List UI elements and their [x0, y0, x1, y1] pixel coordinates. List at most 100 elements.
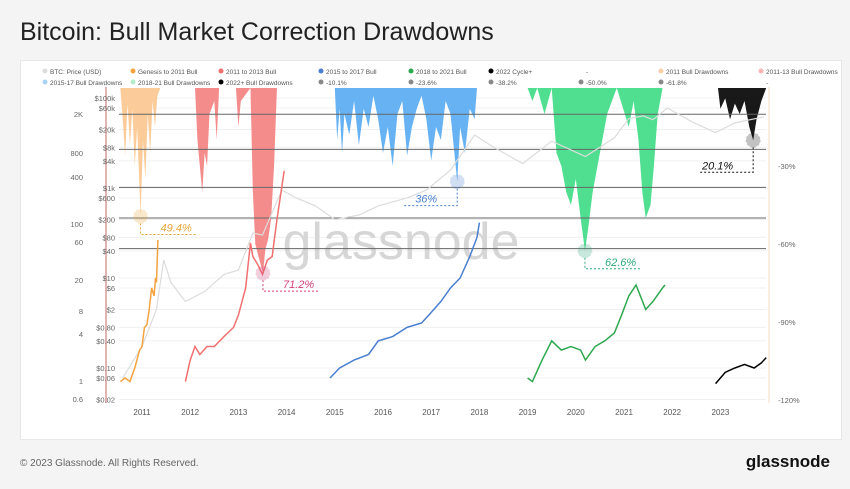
y-price-tick-label: $8k — [103, 143, 115, 152]
legend-swatch — [758, 68, 764, 74]
x-tick-label: 2012 — [181, 408, 199, 417]
drawdown-marker — [255, 265, 271, 281]
legend-item: -50.0% — [586, 80, 607, 87]
legend-item: Genesis to 2011 Bull — [138, 69, 198, 76]
bull-line-2018-to-2021-bull — [527, 283, 666, 383]
legend-item: 2022+ Bull Drawdowns — [226, 80, 293, 87]
drawdown-area-2018-21-bull-drawdowns — [527, 88, 663, 251]
y-outer-tick-label: 2K — [74, 110, 83, 119]
drawdown-marker — [745, 132, 761, 148]
bull-line-2022-cycle- — [715, 357, 767, 385]
x-tick-label: 2016 — [374, 408, 392, 417]
drawdown-area-2015-17-bull-drawdowns — [334, 88, 477, 182]
y-outer-tick-label: 8 — [79, 307, 83, 316]
legend-item: - — [766, 80, 768, 87]
legend-item: -23.6% — [416, 80, 437, 87]
legend-swatch — [488, 79, 494, 85]
y-price-tick-label: $100k — [95, 94, 116, 103]
y-price-tick-label: $0.80 — [96, 323, 115, 332]
y-outer-tick-label: 400 — [70, 173, 83, 182]
legend-swatch — [658, 79, 664, 85]
x-tick-label: 2023 — [712, 408, 730, 417]
x-tick-label: 2018 — [471, 408, 489, 417]
x-tick-label: 2017 — [422, 408, 440, 417]
y-price-tick-label: $4k — [103, 157, 115, 166]
legend-item: -38.2% — [496, 80, 517, 87]
y-right-tick-label: -60% — [778, 240, 796, 249]
y-outer-tick-label: 800 — [70, 149, 83, 158]
legend-swatch — [42, 79, 48, 85]
legend-swatch — [318, 68, 324, 74]
annotation-leader — [698, 147, 754, 173]
y-price-tick-label: $80 — [102, 233, 115, 242]
x-tick-label: 2014 — [278, 408, 296, 417]
y-price-tick-label: $60k — [99, 104, 116, 113]
x-tick-label: 2015 — [326, 408, 344, 417]
legend-item: 2015 to 2017 Bull — [326, 69, 377, 76]
legend-item: 2015-17 Bull Drawdowns — [50, 80, 123, 87]
drawdown-area-2022-bull-drawdowns — [717, 88, 767, 141]
y-right-tick-label: -90% — [778, 318, 796, 327]
legend-swatch — [218, 79, 224, 85]
x-tick-label: 2020 — [567, 408, 585, 417]
y-price-tick-label: $200 — [98, 215, 115, 224]
watermark: glassnode — [282, 213, 519, 271]
legend-swatch — [578, 79, 584, 85]
legend-swatch — [218, 68, 224, 74]
y-price-tick-label: $0.40 — [96, 337, 115, 346]
x-tick-label: 2011 — [133, 408, 151, 417]
y-outer-tick-label: 4 — [79, 330, 83, 339]
legend-item: BTC: Price (USD) — [50, 69, 101, 76]
legend-swatch — [130, 79, 136, 85]
y-price-tick-label: $1k — [103, 184, 115, 193]
legend-item: 2018 to 2021 Bull — [416, 69, 467, 76]
legend-swatch — [130, 68, 136, 74]
legend-item: -61.8% — [666, 80, 687, 87]
bull-line-2015-to-2017-bull — [329, 222, 481, 379]
legend-swatch — [408, 68, 414, 74]
y-price-tick-label: $6 — [107, 284, 115, 293]
annotation-label: 71.2% — [283, 279, 314, 291]
legend-swatch — [488, 68, 494, 74]
drawdown-marker — [449, 174, 465, 190]
drawdown-area-2011-bull-drawdowns — [120, 88, 161, 217]
x-tick-label: 2021 — [615, 408, 633, 417]
y-price-tick-label: $40 — [102, 247, 115, 256]
legend-item: 2018-21 Bull Drawdowns — [138, 80, 211, 87]
y-outer-tick-label: 0.6 — [73, 395, 83, 404]
y-outer-tick-label: 20 — [75, 276, 83, 285]
annotation-label: 49.4% — [161, 222, 192, 234]
btc-price-line — [122, 107, 764, 379]
legend-item: -10.1% — [326, 80, 347, 87]
brand-logo: glassnode — [745, 452, 830, 471]
x-tick-label: 2022 — [663, 408, 681, 417]
y-price-tick-label: $20k — [99, 125, 116, 134]
legend-swatch — [408, 79, 414, 85]
legend-item: 2011-13 Bull Drawdowns — [766, 69, 839, 76]
chart-card: glassnode 49.4% 71.2% 36% 62.6% 20.1% 2011 2012… — [20, 60, 842, 440]
legend-swatch — [318, 79, 324, 85]
drawdown-area-2011-13-bull-drawdowns — [195, 88, 277, 274]
annotation-label: 62.6% — [605, 257, 636, 269]
legend-item: - — [586, 69, 588, 76]
bull-line-genesis-to-2011-bull — [119, 239, 159, 383]
bull-line-2011-to-2013-bull — [184, 170, 285, 382]
y-outer-tick-label: 1 — [79, 377, 83, 386]
copyright: © 2023 Glassnode. All Rights Reserved. — [20, 458, 199, 469]
y-price-tick-label: $600 — [98, 194, 115, 203]
y-price-tick-label: $0.06 — [96, 374, 115, 383]
y-price-tick-label: $0.02 — [96, 395, 115, 404]
drawdown-marker — [133, 208, 149, 224]
y-outer-tick-label: 100 — [70, 220, 83, 229]
annotation-leader — [402, 188, 458, 207]
legend-item: 2022 Cycle+ — [496, 69, 533, 76]
y-outer-tick-label: 60 — [75, 238, 83, 247]
legend-item: 2011 to 2013 Bull — [226, 69, 277, 76]
x-tick-label: 2019 — [519, 408, 537, 417]
legend-swatch — [658, 68, 664, 74]
x-tick-label: 2013 — [230, 408, 248, 417]
y-right-tick-label: -30% — [778, 162, 796, 171]
page-title: Bitcoin: Bull Market Correction Drawdown… — [20, 18, 494, 46]
annotation-label: 20.1% — [701, 160, 733, 172]
